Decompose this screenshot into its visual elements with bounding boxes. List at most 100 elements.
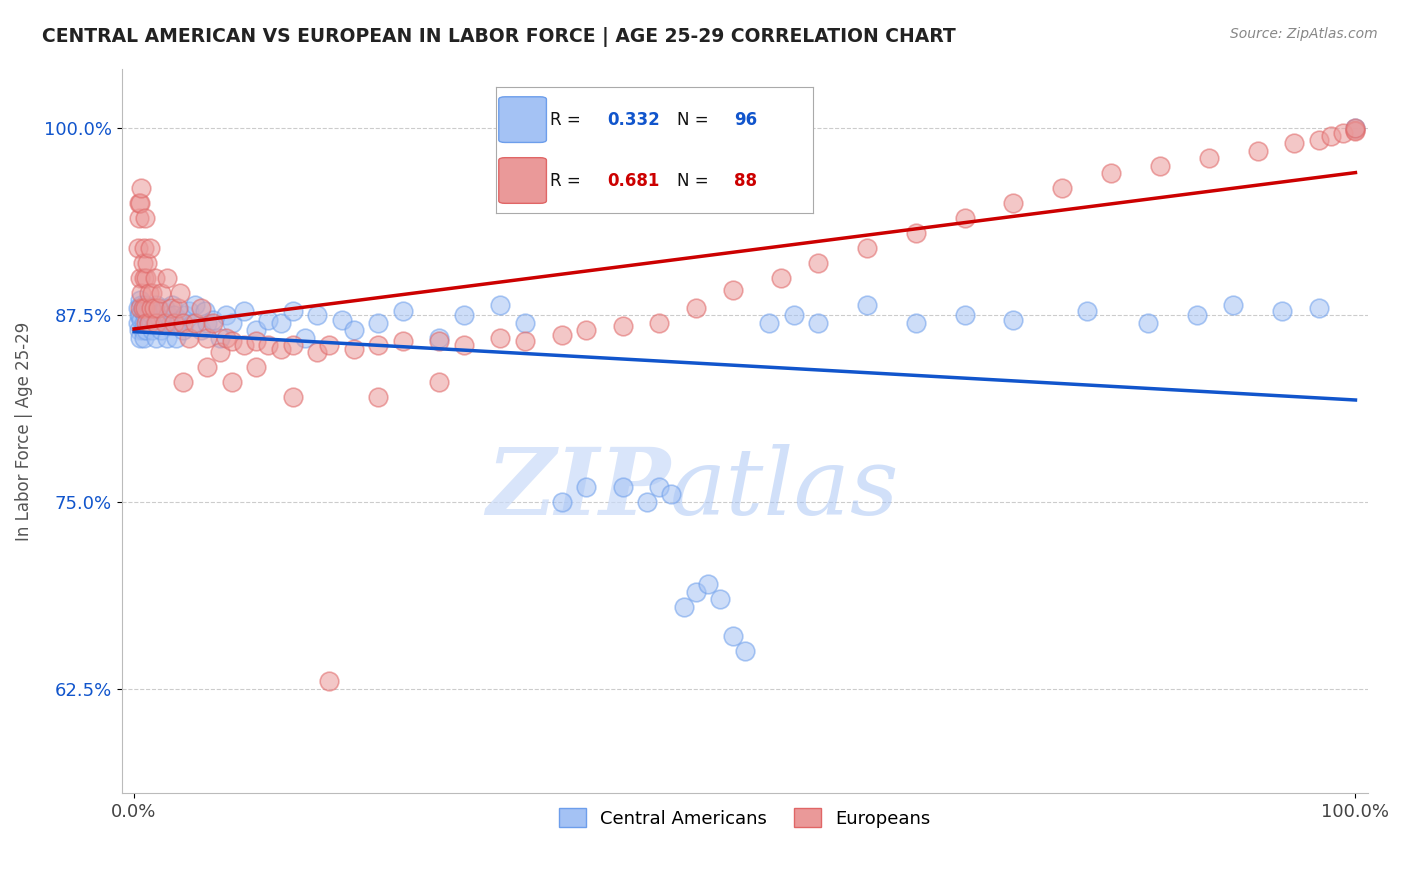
- Point: [807, 316, 830, 330]
- Point: [131, 285, 153, 300]
- Point: [648, 316, 671, 330]
- Point: [145, 316, 167, 330]
- Point: [807, 256, 830, 270]
- Legend: Central Americans, Europeans: Central Americans, Europeans: [551, 801, 938, 835]
- Point: [141, 316, 163, 330]
- Point: [142, 303, 165, 318]
- Point: [953, 211, 976, 225]
- Point: [131, 181, 153, 195]
- Point: [612, 480, 634, 494]
- Point: [184, 316, 207, 330]
- Point: [128, 323, 150, 337]
- Point: [1320, 128, 1343, 143]
- Point: [135, 270, 157, 285]
- Point: [550, 495, 572, 509]
- Point: [172, 316, 194, 330]
- Point: [143, 316, 166, 330]
- Point: [782, 308, 804, 322]
- Point: [721, 283, 744, 297]
- Point: [1198, 151, 1220, 165]
- Point: [429, 334, 451, 348]
- Point: [245, 323, 267, 337]
- Point: [131, 323, 153, 337]
- Point: [685, 301, 707, 315]
- Point: [904, 226, 927, 240]
- Point: [734, 644, 756, 658]
- Point: [181, 316, 204, 330]
- Point: [132, 241, 155, 255]
- Point: [1247, 144, 1270, 158]
- Point: [163, 316, 186, 330]
- Point: [149, 285, 172, 300]
- Point: [208, 330, 231, 344]
- Point: [1344, 121, 1367, 136]
- Point: [177, 330, 200, 344]
- Point: [156, 270, 179, 285]
- Point: [636, 495, 658, 509]
- Point: [257, 312, 280, 326]
- Text: CENTRAL AMERICAN VS EUROPEAN IN LABOR FORCE | AGE 25-29 CORRELATION CHART: CENTRAL AMERICAN VS EUROPEAN IN LABOR FO…: [42, 27, 956, 46]
- Point: [155, 312, 177, 326]
- Point: [489, 330, 512, 344]
- Point: [148, 308, 170, 322]
- Point: [195, 360, 218, 375]
- Point: [129, 301, 152, 315]
- Point: [134, 211, 156, 225]
- Point: [129, 308, 152, 322]
- Point: [281, 390, 304, 404]
- Point: [165, 330, 187, 344]
- Point: [221, 334, 243, 348]
- Point: [150, 303, 173, 318]
- Point: [167, 301, 190, 315]
- Point: [233, 338, 256, 352]
- Point: [307, 308, 329, 322]
- Point: [131, 256, 153, 270]
- Point: [318, 674, 340, 689]
- Point: [208, 345, 231, 359]
- Point: [195, 330, 218, 344]
- Point: [135, 303, 157, 318]
- Point: [904, 316, 927, 330]
- Point: [685, 584, 707, 599]
- Point: [172, 376, 194, 390]
- Point: [575, 323, 598, 337]
- Point: [245, 360, 267, 375]
- Point: [281, 303, 304, 318]
- Y-axis label: In Labor Force | Age 25-29: In Labor Force | Age 25-29: [15, 321, 32, 541]
- Point: [1149, 159, 1171, 173]
- Point: [172, 323, 194, 337]
- Point: [672, 599, 695, 614]
- Point: [214, 308, 236, 322]
- Point: [169, 312, 191, 326]
- Point: [132, 316, 155, 330]
- Point: [139, 312, 162, 326]
- Point: [148, 301, 170, 315]
- Point: [1271, 303, 1294, 318]
- Point: [307, 345, 329, 359]
- Point: [721, 629, 744, 643]
- Point: [1222, 298, 1244, 312]
- Point: [145, 330, 167, 344]
- Point: [143, 270, 166, 285]
- Point: [131, 301, 153, 315]
- Point: [190, 323, 212, 337]
- Point: [131, 301, 153, 315]
- Point: [129, 330, 152, 344]
- Point: [953, 308, 976, 322]
- Point: [136, 256, 159, 270]
- Point: [134, 298, 156, 312]
- Text: Source: ZipAtlas.com: Source: ZipAtlas.com: [1230, 27, 1378, 41]
- Point: [132, 330, 155, 344]
- Point: [153, 301, 176, 315]
- Point: [1136, 316, 1159, 330]
- Point: [131, 298, 153, 312]
- Point: [1002, 312, 1025, 326]
- Text: ZIP: ZIP: [485, 444, 671, 534]
- Point: [128, 196, 150, 211]
- Point: [131, 303, 153, 318]
- Point: [429, 376, 451, 390]
- Point: [167, 316, 190, 330]
- Point: [343, 323, 366, 337]
- Point: [367, 316, 389, 330]
- Point: [648, 480, 671, 494]
